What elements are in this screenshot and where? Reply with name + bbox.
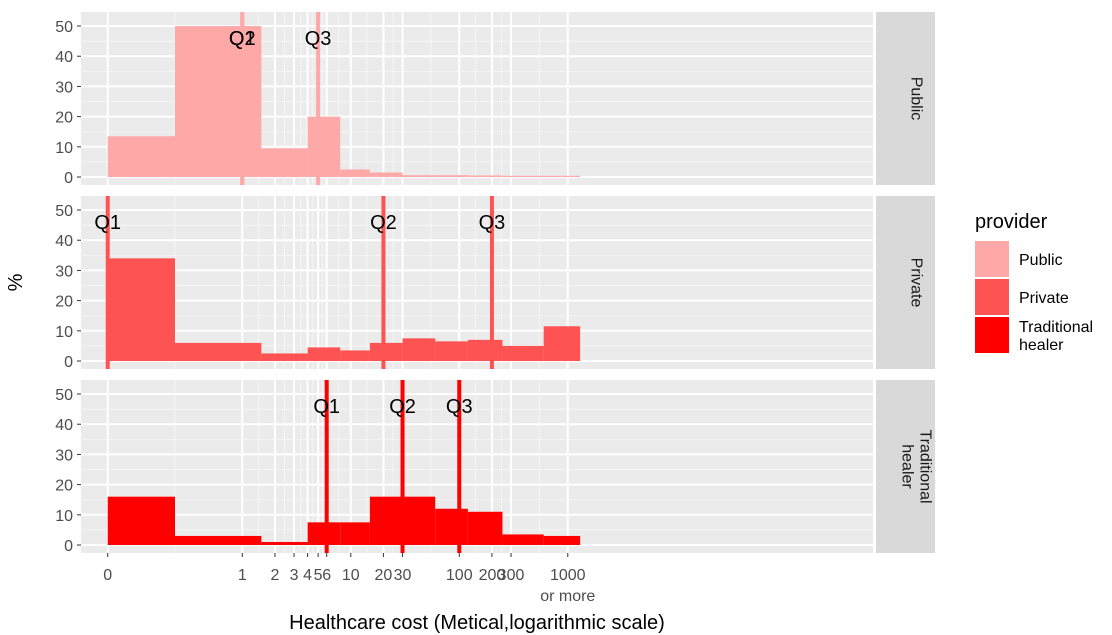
histogram-bar bbox=[107, 258, 175, 361]
histogram-bar bbox=[402, 175, 436, 177]
facet-strip-label: Traditional bbox=[917, 429, 934, 503]
x-tick-label: 300 bbox=[498, 567, 525, 584]
x-tick-label: 100 bbox=[446, 567, 473, 584]
quantile-label: Q1 bbox=[313, 396, 340, 418]
y-tick-label: 0 bbox=[64, 354, 73, 371]
histogram-bar bbox=[369, 172, 403, 177]
y-tick-label: 10 bbox=[55, 508, 73, 525]
histogram-bar bbox=[543, 326, 581, 361]
y-tick-label: 10 bbox=[55, 140, 73, 157]
histogram-bar bbox=[307, 522, 341, 545]
y-axis-title: % bbox=[5, 273, 27, 291]
y-tick-label: 20 bbox=[55, 478, 73, 495]
panel-private: Q1 Q2 Q3 0 10 20 30 40 50 Private bbox=[55, 196, 935, 371]
quantile-label: Q1 bbox=[229, 28, 256, 50]
x-tick-label: 1000 bbox=[550, 567, 586, 584]
histogram-bar bbox=[543, 175, 581, 177]
quantile-label: Q3 bbox=[446, 396, 473, 418]
histogram-bar bbox=[435, 341, 468, 361]
legend-label: healer bbox=[1019, 337, 1064, 354]
x-tick-label: 10 bbox=[342, 567, 360, 584]
facet-strip bbox=[876, 12, 935, 185]
histogram-bar bbox=[340, 522, 370, 545]
x-axis-title: Healthcare cost (Metical,logarithmic sca… bbox=[289, 612, 665, 634]
quantile-label: Q3 bbox=[479, 212, 506, 234]
histogram-bar bbox=[369, 342, 403, 361]
x-tick-label: 0 bbox=[103, 567, 112, 584]
x-tick-label: 200 bbox=[479, 567, 506, 584]
facet-strip bbox=[876, 380, 935, 553]
y-tick-label: 50 bbox=[55, 387, 73, 404]
y-tick-label: 20 bbox=[55, 110, 73, 127]
histogram-bar bbox=[340, 169, 370, 177]
y-tick-label: 40 bbox=[55, 233, 73, 250]
histogram-bar bbox=[467, 339, 503, 361]
histogram-bar bbox=[175, 535, 262, 545]
y-tick-label: 20 bbox=[55, 294, 73, 311]
x-tick-sublabel: or more bbox=[540, 588, 595, 605]
histogram-bar bbox=[307, 347, 341, 361]
legend-label: Traditional bbox=[1019, 319, 1093, 336]
histogram-bar bbox=[467, 511, 503, 545]
quantile-label: Q2 bbox=[389, 396, 416, 418]
histogram-bar bbox=[261, 148, 308, 177]
x-tick-label: 4 bbox=[303, 567, 312, 584]
y-tick-label: 0 bbox=[64, 170, 73, 187]
facet-strip bbox=[876, 196, 935, 369]
histogram-bar bbox=[261, 541, 308, 545]
histogram-bar bbox=[402, 338, 436, 361]
x-tick-label: 6 bbox=[322, 567, 331, 584]
y-tick-label: 40 bbox=[55, 49, 73, 66]
legend-label: Public bbox=[1019, 252, 1063, 269]
x-tick-label: 20 bbox=[375, 567, 393, 584]
y-tick-label: 50 bbox=[55, 203, 73, 220]
quantile-label: Q3 bbox=[305, 28, 332, 50]
facet-strip-label: healer bbox=[899, 444, 916, 489]
histogram-bar bbox=[369, 496, 403, 545]
histogram-bar bbox=[175, 342, 262, 361]
facet-strip-label: Public bbox=[908, 77, 925, 121]
histogram-bar bbox=[502, 345, 544, 361]
quantile-label: Q2 bbox=[229, 28, 256, 50]
histogram-bar bbox=[402, 496, 436, 545]
histogram-bar bbox=[307, 116, 341, 177]
y-tick-label: 40 bbox=[55, 417, 73, 434]
x-tick-label: 30 bbox=[394, 567, 412, 584]
histogram-bar bbox=[467, 175, 503, 177]
legend-label: Private bbox=[1019, 290, 1069, 307]
y-tick-label: 30 bbox=[55, 447, 73, 464]
x-tick-label: 1 bbox=[238, 567, 247, 584]
quantile-label: Q2 bbox=[370, 212, 397, 234]
y-tick-label: 30 bbox=[55, 263, 73, 280]
histogram-bar bbox=[435, 175, 468, 177]
x-tick-label: 2 bbox=[270, 567, 279, 584]
y-tick-label: 50 bbox=[55, 19, 73, 36]
quantile-label: Q1 bbox=[94, 212, 121, 234]
y-tick-label: 30 bbox=[55, 79, 73, 96]
histogram-bar bbox=[543, 535, 581, 545]
histogram-bar bbox=[502, 534, 544, 545]
y-tick-label: 0 bbox=[64, 538, 73, 555]
facet-strip-label: Private bbox=[908, 258, 925, 308]
histogram-bar bbox=[107, 496, 175, 545]
histogram-bar bbox=[502, 175, 544, 177]
histogram-bar bbox=[435, 508, 468, 545]
x-tick-label: 5 bbox=[314, 567, 323, 584]
y-tick-label: 10 bbox=[55, 324, 73, 341]
x-tick-label: 3 bbox=[290, 567, 299, 584]
histogram-bar bbox=[175, 26, 262, 177]
histogram-bar bbox=[261, 353, 308, 361]
histogram-bar bbox=[107, 136, 175, 177]
legend-title: provider bbox=[975, 211, 1048, 233]
histogram-bar bbox=[340, 350, 370, 361]
